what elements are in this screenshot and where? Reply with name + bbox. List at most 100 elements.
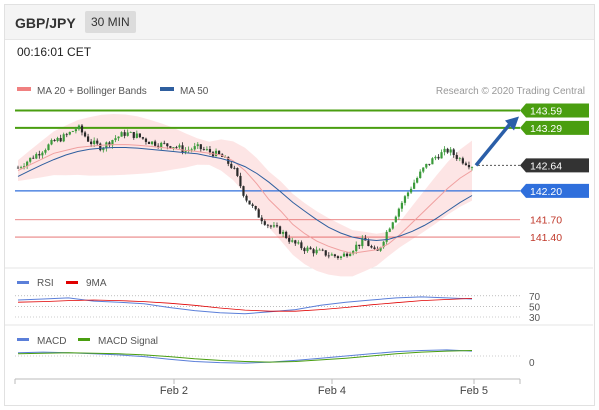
price-level-tag xyxy=(520,103,589,118)
candle-body xyxy=(434,156,437,159)
candle-body xyxy=(120,132,123,137)
candle-body xyxy=(163,142,166,144)
candle-body xyxy=(458,158,461,160)
candle-body xyxy=(324,250,327,256)
candle-body xyxy=(181,145,184,152)
candle-body xyxy=(56,137,59,142)
candle-body xyxy=(336,256,340,258)
candle-body xyxy=(318,249,321,251)
candle-body xyxy=(218,150,221,155)
price-level-label: 142.64 xyxy=(530,160,562,172)
candle-body xyxy=(349,253,352,257)
candle-body xyxy=(440,152,443,159)
candle-body xyxy=(65,134,68,136)
candle-body xyxy=(443,148,446,153)
candle-body xyxy=(114,138,117,141)
price-level-label: 142.20 xyxy=(530,186,562,198)
candle-body xyxy=(147,141,151,145)
candle-body xyxy=(157,145,160,148)
candle-body xyxy=(93,140,96,145)
candle-body xyxy=(400,202,404,209)
chart-widget: GBP/JPY 30 MIN 00:16:01 CET xyxy=(4,4,595,406)
candle-body xyxy=(59,137,62,142)
macd-signal-legend-label: MACD Signal xyxy=(98,336,158,347)
candle-body xyxy=(339,256,343,258)
candle-body xyxy=(382,241,385,248)
candle-body xyxy=(272,225,276,227)
candle-body xyxy=(275,225,279,227)
x-tick-label: Feb 2 xyxy=(160,385,188,397)
candle-body xyxy=(19,167,23,169)
candle-body xyxy=(373,247,376,249)
candle-body xyxy=(361,238,364,247)
candle-body xyxy=(403,196,407,203)
candle-body xyxy=(419,171,422,178)
candle-body xyxy=(281,231,285,234)
candle-body xyxy=(309,247,312,250)
price-level-label: 143.29 xyxy=(530,123,562,135)
candle-body xyxy=(455,155,458,159)
candle-body xyxy=(169,146,172,149)
candle-body xyxy=(266,224,269,226)
macd-signal-legend-swatch xyxy=(78,338,90,341)
rsi-legend-swatch xyxy=(17,281,29,284)
timestamp: 00:16:01 CET xyxy=(17,45,92,59)
candle-body xyxy=(74,129,77,132)
candle-body xyxy=(370,246,373,248)
candle-body xyxy=(306,247,309,252)
candle-body xyxy=(242,186,245,196)
candle-body xyxy=(22,166,26,168)
candle-body xyxy=(327,255,330,257)
rsi-legend-label: RSI xyxy=(37,278,54,289)
candle-body xyxy=(406,192,410,197)
candle-body xyxy=(38,154,41,156)
candle-body xyxy=(154,141,157,146)
candle-body xyxy=(99,143,102,151)
candle-body xyxy=(288,237,291,242)
candle-body xyxy=(172,147,175,149)
candle-body xyxy=(62,134,65,142)
candle-body xyxy=(202,149,205,150)
candle-body xyxy=(96,140,99,144)
candle-body xyxy=(196,144,199,147)
candle-body xyxy=(53,140,56,142)
candle-body xyxy=(80,125,84,133)
rsi-ma-legend-label: 9MA xyxy=(86,278,107,289)
candle-body xyxy=(26,161,29,167)
candle-body xyxy=(111,140,114,146)
price-level-label: 143.59 xyxy=(530,106,562,118)
macd-legend-swatch xyxy=(17,338,29,341)
candle-body xyxy=(330,254,333,256)
candle-body xyxy=(150,141,154,145)
candle-body xyxy=(312,249,315,254)
macd-legend-label: MACD xyxy=(37,336,66,347)
chart-header: GBP/JPY 30 MIN xyxy=(5,5,594,40)
bollinger-band xyxy=(18,114,472,277)
candle-body xyxy=(385,231,388,242)
macd-panel: 0 xyxy=(15,349,535,369)
candle-body xyxy=(135,133,138,138)
ma20-legend-swatch xyxy=(17,87,31,91)
x-tick-label: Feb 5 xyxy=(460,385,488,397)
candle-body xyxy=(257,209,260,218)
price-level-label: 141.70 xyxy=(530,215,562,227)
candle-body xyxy=(117,136,120,139)
candle-body xyxy=(233,167,236,169)
candle-body xyxy=(29,157,32,162)
candle-body xyxy=(208,149,212,153)
candle-body xyxy=(446,148,449,153)
candle-body xyxy=(178,145,181,148)
price-level-tag xyxy=(520,120,589,135)
projection-arrow-head xyxy=(505,116,519,131)
ma50-legend-label: MA 50 xyxy=(180,86,209,97)
candle-body xyxy=(425,163,428,168)
price-level-label: 141.40 xyxy=(530,232,562,244)
candle-body xyxy=(254,206,257,210)
rsi-level-label: 30 xyxy=(529,313,541,324)
candle-body xyxy=(260,217,263,222)
timeframe-badge[interactable]: 30 MIN xyxy=(85,11,136,33)
ma50-legend-swatch xyxy=(160,87,174,91)
candle-body xyxy=(138,133,141,138)
ma20-legend-label: MA 20 + Bollinger Bands xyxy=(37,86,147,97)
